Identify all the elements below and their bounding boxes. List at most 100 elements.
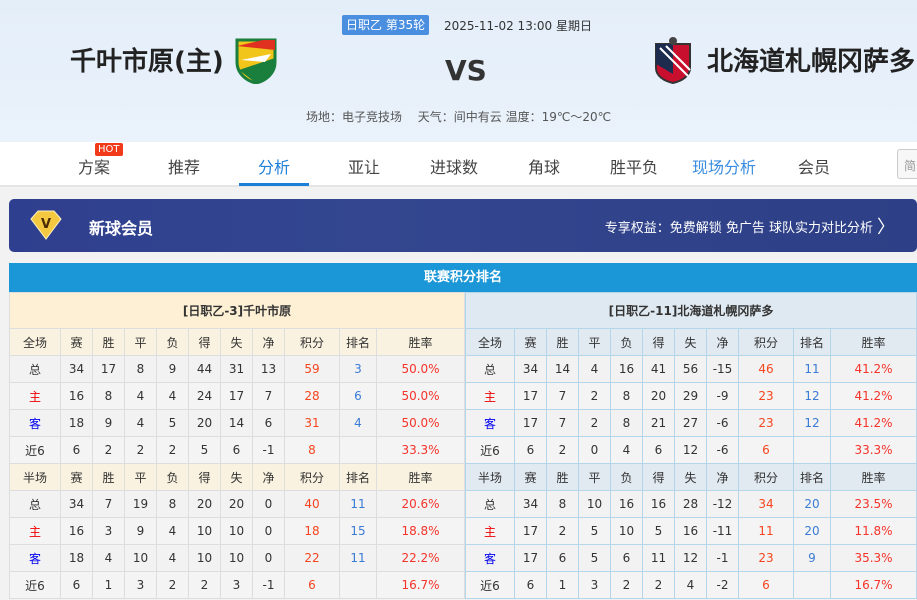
tab-membership[interactable]: 会员 (798, 158, 831, 177)
stat-cell: 2 (546, 436, 579, 464)
league-round-badge[interactable]: 日职乙 第35轮 (342, 15, 430, 35)
home-team-logo-icon (235, 38, 277, 84)
home-standings-table: [日职乙-3]千叶市原 全场赛胜平负得失净积分 排名 胜率总 34 17 8 9 44 31 13 5… (9, 292, 465, 599)
win-rate-cell: 16.7% (376, 571, 465, 599)
stat-cell: 17 (92, 355, 125, 383)
points-cell: 31 (284, 409, 340, 437)
rank-cell: 11 (339, 544, 377, 572)
stat-cell: 18 (60, 409, 93, 437)
table-row: 近6 6 1 3 2 2 4 -2 6 16.7% (465, 571, 917, 599)
column-header: 全场 (9, 328, 61, 356)
tab-recommend[interactable]: 推荐 (168, 158, 201, 177)
stat-cell: 16 (60, 517, 93, 545)
match-datetime: 2025-11-02 13:00 星期日 (444, 19, 592, 33)
row-label: 客 (465, 544, 515, 572)
column-header: 负 (610, 328, 643, 356)
tab-analysis[interactable]: 分析 (258, 158, 291, 177)
table-row: 总 34 14 4 16 41 56 -15 46 11 41.2% (465, 355, 917, 383)
membership-banner[interactable]: V 新球会员 专享权益：免费解锁 免广告 球队实力对比分析 〉 (9, 199, 917, 252)
column-header: 净 (252, 328, 285, 356)
full-header-row: 全场赛胜平负得失净积分 排名 胜率 (9, 328, 465, 356)
stat-cell: 5 (156, 409, 189, 437)
column-header: 积分 (738, 328, 794, 356)
stat-cell: 2 (610, 571, 643, 599)
stat-cell: 9 (156, 355, 189, 383)
stat-cell: 6 (514, 436, 547, 464)
stat-cell: 2 (124, 436, 157, 464)
column-header: 赛 (514, 328, 547, 356)
stat-cell: -9 (706, 382, 739, 410)
column-header: 积分 (738, 463, 794, 491)
column-header: 胜率 (830, 463, 917, 491)
stat-cell: 21 (642, 409, 675, 437)
stat-cell: 9 (92, 409, 125, 437)
stat-cell: -2 (706, 571, 739, 599)
row-label: 主 (465, 382, 515, 410)
rank-cell (339, 436, 377, 464)
rank-cell (793, 436, 831, 464)
vip-diamond-icon: V (30, 210, 62, 240)
stat-cell: 2 (642, 571, 675, 599)
stat-cell: 17 (220, 382, 253, 410)
stat-cell: 10 (220, 517, 253, 545)
tab-live-analysis[interactable]: 现场分析 (692, 158, 757, 177)
stat-cell: 1 (546, 571, 579, 599)
stat-cell: 6 (546, 544, 579, 572)
column-header: 负 (156, 328, 189, 356)
points-cell: 28 (284, 382, 340, 410)
stat-cell: 20 (642, 382, 675, 410)
stat-cell: 9 (124, 517, 157, 545)
table-row: 客 17 7 2 8 21 27 -6 23 12 41.2% (465, 409, 917, 437)
stat-cell: 12 (674, 544, 707, 572)
half-header-row: 半场赛胜平负得失净积分 排名 胜率 (9, 463, 465, 491)
stat-cell: 12 (674, 436, 707, 464)
away-team-name[interactable]: 北海道札幌冈萨多 (707, 47, 916, 77)
home-team-name[interactable]: 千叶市原(主) (70, 47, 224, 77)
column-header: 失 (674, 463, 707, 491)
win-rate-cell: 23.5% (830, 490, 917, 518)
stat-cell: 4 (674, 571, 707, 599)
chevron-right-icon[interactable]: 〉 (877, 217, 895, 238)
stat-cell: 0 (252, 517, 285, 545)
stat-cell: 10 (610, 517, 643, 545)
column-header: 失 (674, 328, 707, 356)
win-rate-cell: 16.7% (830, 571, 917, 599)
stat-cell: 19 (124, 490, 157, 518)
row-label: 总 (9, 490, 61, 518)
stat-cell: 18 (60, 544, 93, 572)
row-label: 主 (9, 382, 61, 410)
stat-cell: 34 (60, 490, 93, 518)
win-rate-cell: 11.8% (830, 517, 917, 545)
rank-cell: 11 (339, 490, 377, 518)
tab-1x2[interactable]: 胜平负 (610, 158, 659, 177)
tab-plans[interactable]: 方案 (78, 158, 111, 177)
tab-goals[interactable]: 进球数 (430, 158, 479, 177)
column-header: 胜率 (376, 463, 465, 491)
win-rate-cell: 35.3% (830, 544, 917, 572)
stat-cell: 8 (546, 490, 579, 518)
stat-cell: -1 (252, 571, 285, 599)
column-header: 胜 (546, 463, 579, 491)
stat-cell: 4 (578, 355, 611, 383)
win-rate-cell: 20.6% (376, 490, 465, 518)
stat-cell: -12 (706, 490, 739, 518)
stat-cell: 4 (124, 409, 157, 437)
win-rate-cell: 41.2% (830, 355, 917, 383)
rank-cell: 12 (793, 409, 831, 437)
search-input[interactable]: 简 (897, 149, 917, 179)
tab-asian-handicap[interactable]: 亚让 (348, 158, 381, 177)
stat-cell: 11 (642, 544, 675, 572)
rank-cell (793, 571, 831, 599)
stat-cell: 6 (642, 436, 675, 464)
row-label: 总 (465, 355, 515, 383)
points-cell: 34 (738, 490, 794, 518)
tab-corners[interactable]: 角球 (528, 158, 561, 177)
stat-cell: 34 (514, 355, 547, 383)
column-header: 半场 (9, 463, 61, 491)
stat-cell: 3 (220, 571, 253, 599)
table-row: 主 16 8 4 4 24 17 7 28 6 50.0% (9, 382, 465, 410)
rank-cell: 3 (339, 355, 377, 383)
stat-cell: 3 (92, 517, 125, 545)
stat-cell: -11 (706, 517, 739, 545)
half-header-row: 半场赛胜平负得失净积分 排名 胜率 (465, 463, 917, 491)
